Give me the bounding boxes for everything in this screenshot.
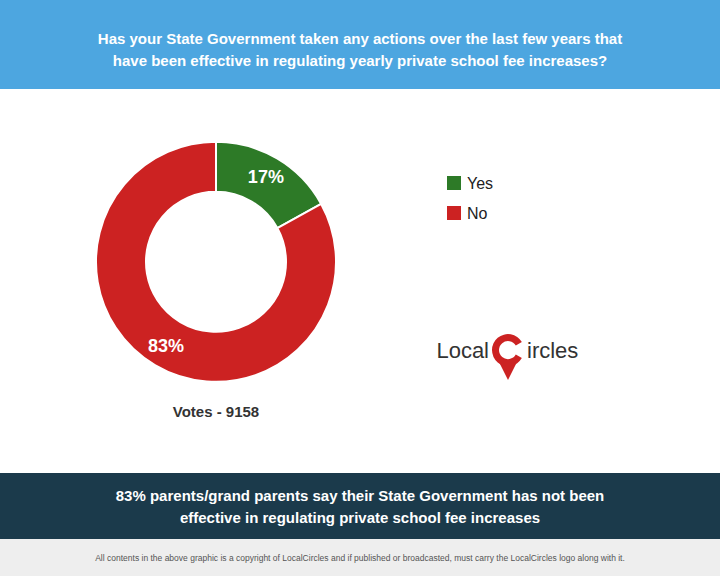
svg-text:83%: 83%	[148, 336, 184, 356]
svg-text:have been effective in regulat: have been effective in regulating yearly…	[113, 52, 607, 69]
svg-text:83% parents/grand parents say: 83% parents/grand parents say their Stat…	[116, 487, 604, 504]
svg-text:ircles: ircles	[527, 338, 578, 363]
svg-text:Local: Local	[436, 338, 489, 363]
svg-text:All contents in the above grap: All contents in the above graphic is a c…	[95, 553, 625, 563]
svg-text:Has your State Government take: Has your State Government taken any acti…	[98, 30, 622, 47]
svg-text:Votes - 9158: Votes - 9158	[173, 403, 259, 420]
svg-text:No: No	[467, 205, 488, 222]
svg-text:17%: 17%	[248, 167, 284, 187]
svg-text:Yes: Yes	[467, 175, 493, 192]
svg-text:effective in regulating privat: effective in regulating private school f…	[180, 509, 540, 526]
